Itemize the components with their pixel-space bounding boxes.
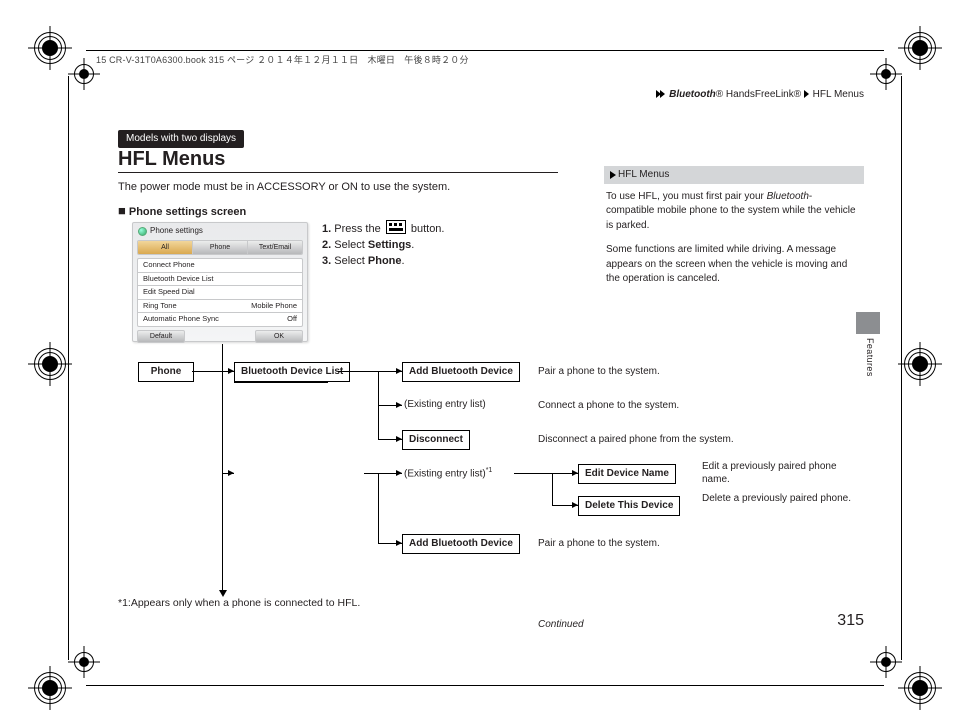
list-item-value: Off — [287, 314, 297, 324]
crop-mark-icon — [34, 672, 66, 704]
breadcrumb-part: HFL Menus — [813, 89, 864, 100]
square-bullet-icon: ■ — [118, 203, 126, 218]
connector — [222, 344, 223, 362]
connector — [378, 473, 379, 543]
crop-mark-icon — [904, 32, 936, 64]
page-body: Bluetooth® HandsFreeLink® HFL Menus Mode… — [118, 88, 864, 638]
model-badge: Models with two displays — [118, 130, 244, 148]
title-rule — [118, 172, 558, 173]
step-2: 2. Select Settings. — [322, 238, 444, 253]
menu-tree: Phone Connect Phone*1 Bluetooth Device L… — [138, 362, 864, 602]
screen-tab: Text/Email — [248, 241, 302, 254]
tree-desc: Connect a phone to the system. — [538, 399, 679, 413]
page-number: 315 — [837, 610, 864, 632]
continued-label: Continued — [538, 618, 584, 632]
step-text: Select — [334, 239, 368, 251]
tree-node-phone: Phone — [138, 362, 194, 382]
steps-list: 1. Press the button. 2. Select Settings.… — [322, 220, 444, 270]
info-box: HFL Menus To use HFL, you must first pai… — [604, 166, 864, 297]
screen-title: Phone settings — [133, 223, 307, 240]
tree-desc: Pair a phone to the system. — [538, 365, 660, 379]
connector — [222, 371, 223, 473]
phone-settings-screenshot: Phone settings All Phone Text/Email Conn… — [132, 222, 308, 342]
connector — [338, 371, 402, 372]
breadcrumb: Bluetooth® HandsFreeLink® HFL Menus — [656, 88, 864, 102]
crop-mark-icon — [34, 32, 66, 64]
tree-desc: Disconnect a paired phone from the syste… — [538, 433, 734, 447]
list-item: Edit Speed Dial — [143, 287, 195, 297]
trim-line — [86, 50, 884, 51]
step-text: button. — [411, 223, 445, 235]
info-paragraph: Some functions are limited while driving… — [606, 243, 860, 287]
list-item: Automatic Phone Sync — [143, 314, 219, 324]
tree-node-existing-1: (Existing entry list) — [402, 396, 488, 414]
screen-btn: Default — [137, 330, 185, 343]
trim-line — [86, 685, 884, 686]
step-bold: Phone — [368, 255, 402, 267]
chevron-right-icon — [804, 90, 809, 98]
trim-line — [68, 76, 69, 660]
tree-node-add-bt-2: Add Bluetooth Device — [402, 534, 520, 554]
connector — [552, 473, 553, 505]
section-heading-text: Phone settings screen — [129, 206, 246, 218]
crop-mark-icon — [876, 652, 896, 672]
tree-desc: Edit a previously paired phone name. — [702, 461, 852, 486]
intro-text: The power mode must be in ACCESSORY or O… — [118, 180, 450, 195]
crop-mark-icon — [904, 348, 936, 380]
connector — [514, 473, 578, 474]
tree-node-bt-list: Bluetooth Device List — [234, 362, 350, 382]
list-item: Ring Tone — [143, 301, 177, 311]
screen-btn: OK — [255, 330, 303, 343]
crop-mark-icon — [74, 652, 94, 672]
step-bold: Settings — [368, 239, 411, 251]
info-paragraph: To use HFL, you must first pair your Blu… — [606, 190, 860, 234]
home-button-icon — [386, 220, 406, 234]
crop-mark-icon — [904, 672, 936, 704]
tree-node-delete-device: Delete This Device — [578, 496, 680, 516]
tree-node-existing-2: (Existing entry list)*1 — [402, 464, 494, 483]
tree-desc: Pair a phone to the system. — [538, 537, 660, 551]
arrow-right-icon — [228, 470, 234, 476]
footnote: *1:Appears only when a phone is connecte… — [118, 596, 360, 610]
page-title: HFL Menus — [118, 146, 225, 173]
info-box-title: HFL Menus — [618, 168, 669, 182]
tree-node-disconnect: Disconnect — [402, 430, 470, 450]
crop-mark-icon — [74, 64, 94, 84]
tree-desc: Delete a previously paired phone. — [702, 493, 852, 506]
chevron-right-icon — [660, 90, 665, 98]
screen-title-text: Phone settings — [150, 226, 203, 237]
section-heading: ■Phone settings screen — [118, 202, 246, 220]
list-item-value: Mobile Phone — [251, 301, 297, 311]
screen-tab: All — [138, 241, 193, 254]
step-text: Select — [334, 255, 368, 267]
breadcrumb-part: ® HandsFreeLink® — [716, 89, 801, 100]
thumb-tab — [856, 312, 880, 334]
crop-mark-icon — [34, 348, 66, 380]
phone-icon — [138, 227, 147, 236]
screen-footer: Default OK — [137, 330, 303, 343]
breadcrumb-part: Bluetooth — [669, 89, 716, 100]
tree-node-add-bt-1: Add Bluetooth Device — [402, 362, 520, 382]
print-slug: 15 CR-V-31T0A6300.book 315 ページ ２０１４年１２月１… — [96, 54, 469, 66]
tree-node-edit-name: Edit Device Name — [578, 464, 676, 484]
info-box-header: HFL Menus — [604, 166, 864, 184]
screen-tab: Phone — [193, 241, 248, 254]
play-icon — [610, 171, 616, 179]
step-3: 3. Select Phone. — [322, 254, 444, 269]
screen-tabs: All Phone Text/Email — [137, 240, 303, 255]
step-text: Press the — [334, 223, 384, 235]
crop-mark-icon — [876, 64, 896, 84]
list-item: Bluetooth Device List — [143, 274, 213, 284]
section-side-label: Features — [864, 338, 876, 377]
screen-list: Connect Phone Bluetooth Device List Edit… — [137, 258, 303, 327]
list-item: Connect Phone — [143, 260, 195, 270]
step-1: 1. Press the button. — [322, 220, 444, 237]
trim-line — [901, 76, 902, 660]
